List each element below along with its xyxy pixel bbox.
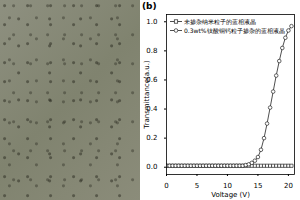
svg-text:10: 10 — [223, 182, 232, 190]
svg-text:5: 5 — [195, 182, 199, 190]
svg-text:0.6: 0.6 — [146, 76, 158, 85]
html-text:0.3wt%钛酸铜钙粒子掺杂的蓝相液晶: 0.3wt%钛酸铜钙粒子掺杂的蓝相液晶 — [184, 27, 285, 34]
svg-text:0.8: 0.8 — [146, 47, 157, 55]
svg-text:15: 15 — [253, 182, 262, 190]
svg-text:0.2: 0.2 — [146, 134, 157, 142]
svg-text:20: 20 — [284, 182, 293, 190]
svg-text:0.0: 0.0 — [146, 163, 157, 171]
svg-text:Voltage (V): Voltage (V) — [211, 191, 250, 199]
html-text:未掺杂纳米粒子的蓝相液晶: 未掺杂纳米粒子的蓝相液晶 — [184, 18, 256, 25]
svg-text:0.4: 0.4 — [146, 105, 158, 114]
svg-text:1.0: 1.0 — [146, 18, 157, 26]
html-text:(b): (b) — [142, 1, 157, 11]
svg-text:0: 0 — [164, 182, 168, 190]
svg-text:Transmittance(a.u.): Transmittance(a.u.) — [143, 60, 151, 130]
